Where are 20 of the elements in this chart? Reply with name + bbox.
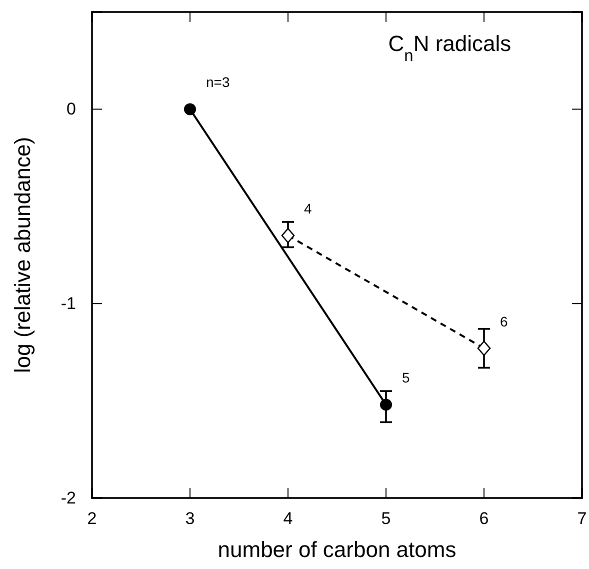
point [477, 340, 491, 356]
x-axis-title: number of carbon atoms [218, 537, 456, 562]
point [281, 228, 295, 244]
annotation: 5 [402, 370, 410, 386]
y-tick-label: -2 [60, 488, 76, 508]
x-tick-label: 4 [283, 509, 293, 528]
y-axis-title: log (relative abundance) [10, 136, 35, 374]
point [380, 398, 392, 411]
text: C$_{n}$N radicals [388, 30, 512, 66]
y-tick-label: -1 [60, 294, 76, 314]
point [184, 103, 196, 116]
y-tick-label: 0 [66, 100, 76, 119]
x-tick-label: 5 [381, 509, 391, 528]
x-tick-label: 2 [87, 509, 97, 528]
annotation: 6 [500, 313, 508, 330]
x-tick-label: 6 [479, 509, 489, 528]
annotation: 4 [304, 200, 312, 217]
x-tick-label: 3 [185, 509, 195, 528]
x-tick-label: 7 [577, 509, 587, 528]
annotation: n=3 [206, 74, 230, 90]
